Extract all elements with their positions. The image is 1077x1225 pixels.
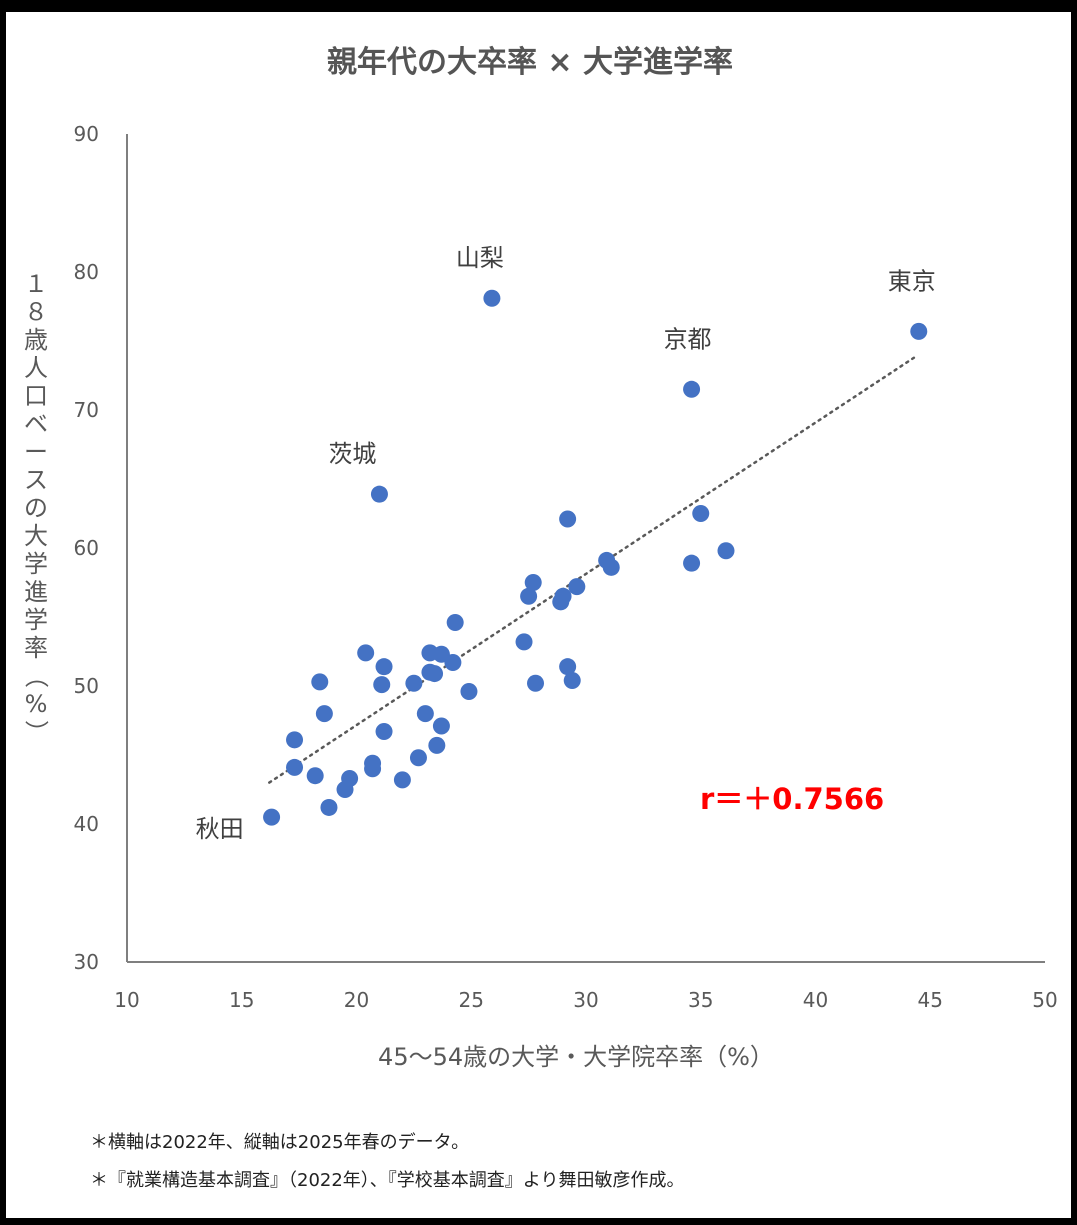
y-axis-title-char: ベ (24, 410, 48, 438)
y-axis-title-char: ー (24, 438, 48, 466)
data-point (602, 558, 620, 576)
data-point (460, 683, 478, 701)
point-label: 京都 (664, 325, 712, 353)
data-point (405, 674, 423, 692)
data-point (520, 587, 538, 605)
data-point (263, 808, 281, 826)
y-axis-title-char: 人 (24, 354, 48, 382)
data-point (426, 665, 444, 683)
chart-title: 親年代の大卒率 × 大学進学率 (327, 45, 733, 80)
y-tick-label: 90 (74, 122, 99, 146)
data-point (524, 574, 542, 591)
y-axis-title-char: 大 (24, 522, 48, 550)
data-point (341, 769, 359, 787)
data-point (444, 654, 462, 672)
data-point (364, 754, 382, 772)
y-axis-title-char: の (24, 494, 48, 522)
point-label: 東京 (888, 267, 936, 295)
y-tick-label: 70 (74, 398, 99, 422)
data-point (286, 758, 304, 776)
trendline-group (268, 356, 916, 784)
footnote-1: ＊横軸は2022年、縦軸は2025年春のデータ。 (90, 1132, 470, 1153)
data-point (563, 671, 581, 689)
x-tick-label: 35 (688, 988, 713, 1012)
data-point (515, 633, 533, 651)
footnote-2: ＊『就業構造基本調査』（2022年）、『学校基本調査』より舞田敏彦作成。 (90, 1170, 685, 1191)
y-tick-label: 80 (74, 260, 99, 284)
y-axis-title-char: 学 (24, 606, 48, 634)
point-label: 茨城 (328, 440, 376, 468)
point-label: 秋田 (196, 815, 244, 843)
correlation-label: r＝＋0.7566 (700, 782, 884, 816)
x-tick-label: 15 (229, 988, 254, 1012)
data-point (416, 705, 434, 723)
axes: 10 15 20 25 30 35 40 45 50 30 40 50 60 70 80 90 (74, 122, 1058, 1012)
x-tick-label: 40 (803, 988, 828, 1012)
x-tick-label: 45 (918, 988, 943, 1012)
footnotes: ＊横軸は2022年、縦軸は2025年春のデータ。 ＊『就業構造基本調査』（202… (90, 1128, 684, 1196)
data-point (370, 485, 388, 503)
data-point (306, 767, 324, 785)
data-point (568, 578, 586, 596)
data-point (717, 542, 735, 560)
data-point (393, 771, 411, 789)
x-tick-label: 10 (114, 988, 139, 1012)
x-axis-title: 45～54歳の大学・大学院卒率（%） (378, 1043, 774, 1071)
data-point (320, 798, 338, 816)
data-point (683, 380, 701, 398)
chart-frame: 親年代の大卒率 × 大学進学率 10 15 20 25 30 35 40 45 50 30 40 50… (6, 12, 1071, 1218)
point-label: 山梨 (456, 244, 504, 272)
data-point (554, 587, 572, 605)
data-point (692, 505, 710, 522)
y-axis-title-char: 率 (24, 634, 48, 662)
y-tick-label: 50 (74, 674, 99, 698)
y-axis-title-char: ） (22, 720, 50, 744)
data-point (375, 658, 393, 676)
data-point (375, 723, 393, 741)
x-tick-label: 20 (344, 988, 369, 1012)
y-axis-title-char: 口 (24, 382, 48, 410)
trendline (268, 356, 916, 784)
data-point (483, 289, 501, 307)
data-point (373, 676, 391, 694)
y-tick-label: 30 (74, 950, 99, 974)
x-tick-label: 50 (1032, 988, 1057, 1012)
data-point (446, 614, 464, 632)
y-axis-title-char: 進 (24, 578, 48, 606)
data-point (910, 322, 928, 340)
y-axis-title-char: ス (24, 466, 48, 494)
data-point (286, 731, 304, 749)
y-axis-title-char: （ (22, 664, 50, 688)
data-point (357, 644, 375, 662)
data-point (311, 673, 329, 691)
data-point (409, 749, 427, 767)
y-tick-label: 60 (74, 536, 99, 560)
points-group (263, 289, 928, 826)
data-point (559, 510, 577, 528)
y-axis-title-char: １ (24, 270, 48, 298)
data-point (315, 705, 333, 723)
y-axis-title-char: 学 (24, 550, 48, 578)
scatter-chart: 親年代の大卒率 × 大学進学率 10 15 20 25 30 35 40 45 50 30 40 50… (22, 45, 1058, 1071)
y-axis-title-char: 歳 (24, 326, 48, 354)
data-point (559, 658, 577, 676)
data-point (432, 717, 450, 735)
y-axis-title-char: % (25, 690, 48, 718)
data-point (683, 554, 701, 572)
y-axis-title-char: ８ (24, 298, 48, 326)
y-tick-label: 40 (74, 812, 99, 836)
data-point (527, 674, 545, 692)
x-tick-label: 30 (573, 988, 598, 1012)
data-point (428, 736, 446, 754)
x-tick-label: 25 (459, 988, 484, 1012)
